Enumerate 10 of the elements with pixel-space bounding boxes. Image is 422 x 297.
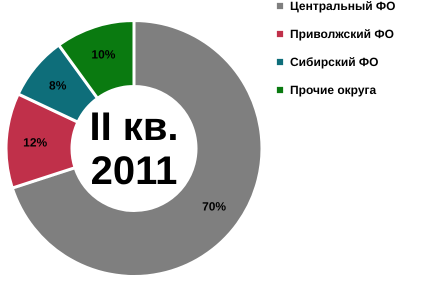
legend-label: Сибирский ФО [290, 55, 379, 69]
legend-label: Прочие округа [290, 83, 377, 97]
data-label: 70% [202, 200, 226, 214]
legend-label: Приволжский ФО [290, 27, 394, 41]
data-label: 10% [91, 47, 116, 62]
data-label: 12% [23, 135, 48, 150]
text: 2011 [90, 149, 178, 193]
data-label: 8% [49, 78, 67, 92]
text: II кв. [89, 105, 179, 149]
legend-label: Центральный ФО [290, 0, 396, 13]
